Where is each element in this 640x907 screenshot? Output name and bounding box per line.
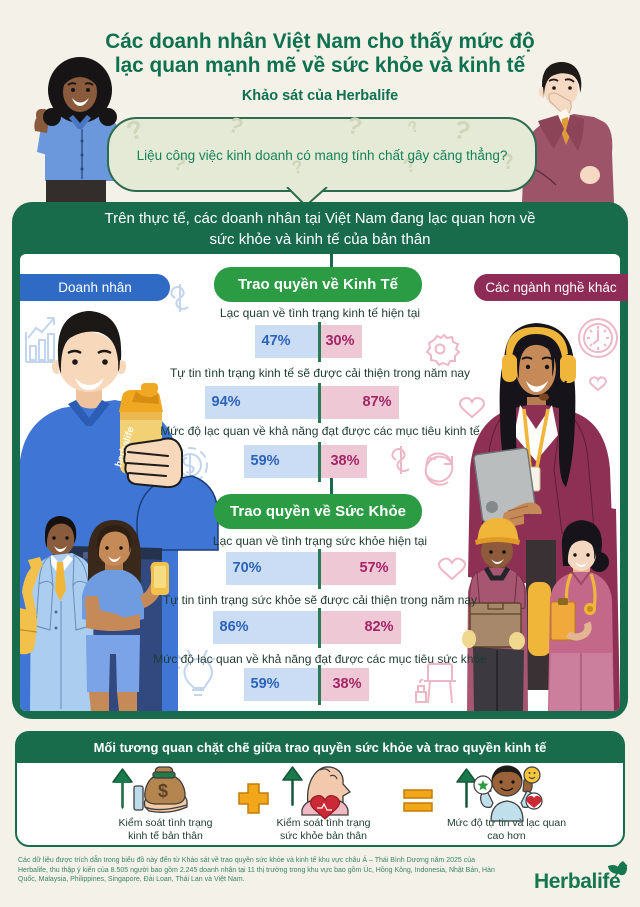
svg-text:$: $ xyxy=(158,781,168,801)
svg-text:Herbalife: Herbalife xyxy=(534,870,620,893)
